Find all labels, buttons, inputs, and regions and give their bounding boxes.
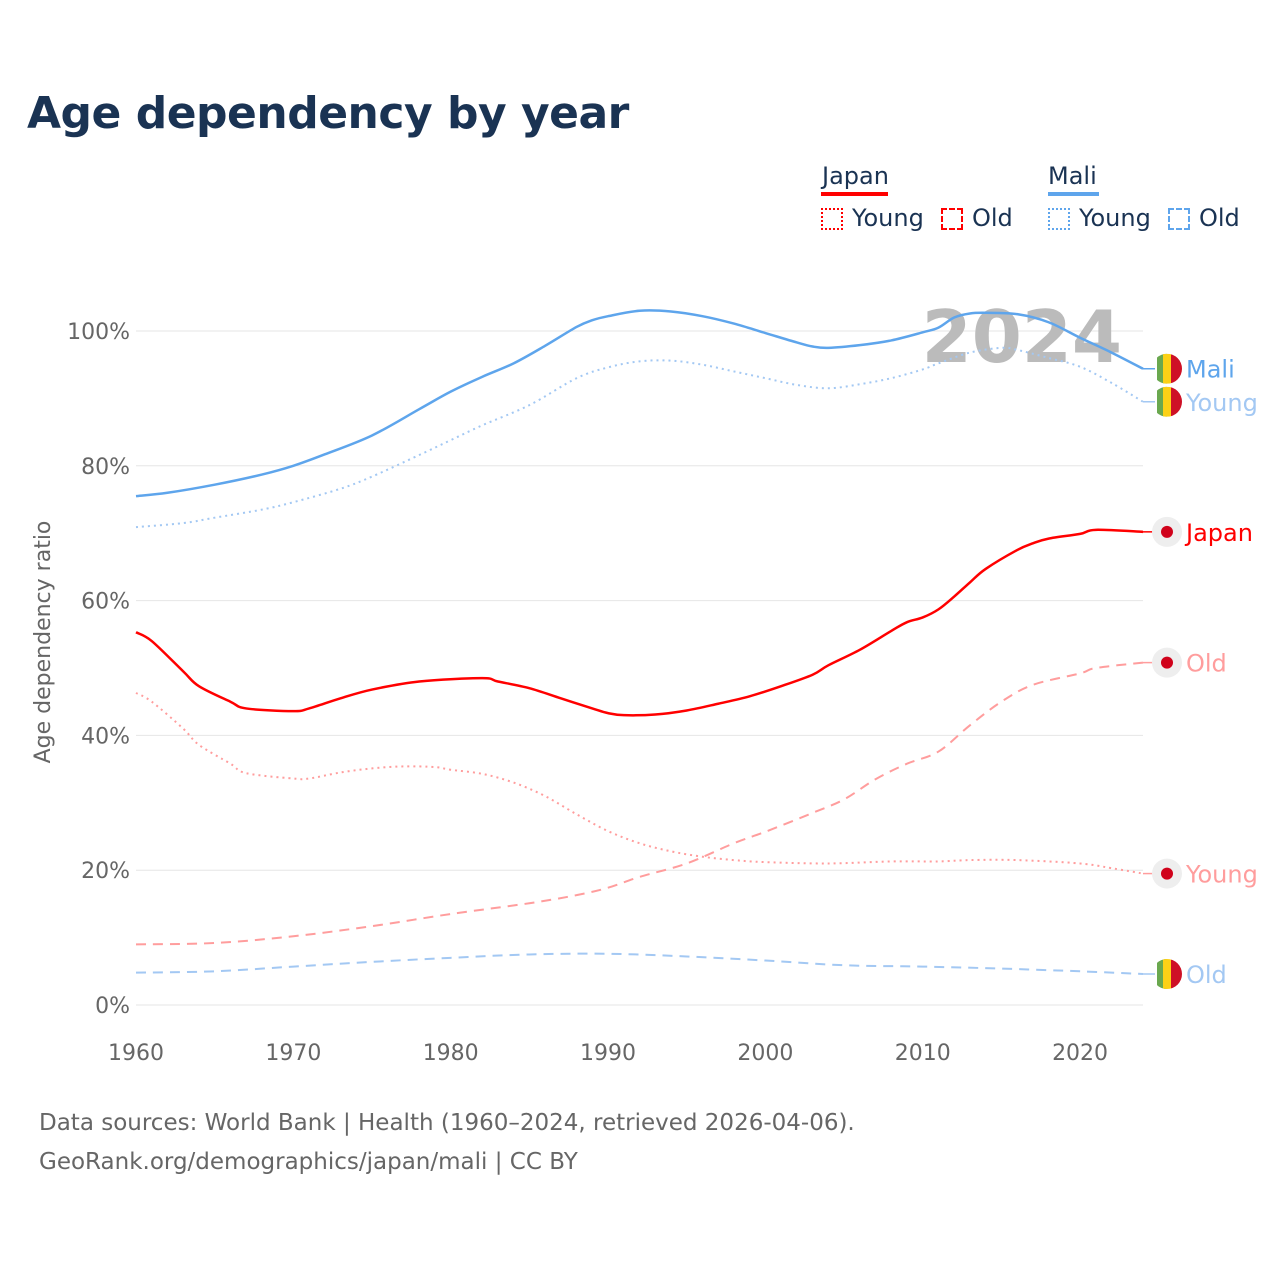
japan-flag-icon xyxy=(1161,525,1173,538)
legend-mali-young-swatch xyxy=(1048,208,1070,230)
legend-mali-young-label: Young xyxy=(1079,204,1151,232)
series-line-japan xyxy=(135,528,1144,717)
mali-flag-icon xyxy=(1171,353,1182,384)
x-tick-label: 2020 xyxy=(1052,1041,1108,1066)
y-tick-label: 60% xyxy=(81,590,130,615)
footer-url[interactable]: GeoRank.org/demographics/japan/mali | CC… xyxy=(39,1149,578,1175)
x-tick-label: 1970 xyxy=(265,1041,321,1066)
y-tick-label: 100% xyxy=(67,320,130,345)
mali-flag-icon xyxy=(1163,353,1171,384)
y-tick-label: 0% xyxy=(95,994,130,1019)
legend-japan-solid-swatch xyxy=(821,192,888,196)
legend-mali-solid-swatch xyxy=(1048,192,1099,196)
series-line-japan-old xyxy=(135,661,1144,946)
series-line-japan-young xyxy=(135,692,1144,875)
end-label-mali-young: Young xyxy=(1185,389,1258,417)
mali-flag-icon xyxy=(1157,958,1167,989)
legend-mali-title: Mali xyxy=(1048,162,1097,190)
y-tick-label: 20% xyxy=(81,859,130,884)
end-label-mali: Mali xyxy=(1186,356,1235,384)
footer-sources: Data sources: World Bank | Health (1960–… xyxy=(39,1110,855,1136)
x-tick-label: 2000 xyxy=(737,1041,793,1066)
mali-flag-icon xyxy=(1171,386,1182,417)
y-tick-label: 40% xyxy=(81,724,130,749)
end-label-mali-old: Old xyxy=(1186,961,1227,989)
x-tick-label: 1960 xyxy=(108,1041,164,1066)
legend-japan-young-swatch xyxy=(821,208,843,230)
legend-japan-title: Japan xyxy=(822,162,889,190)
legend-japan-young-label: Young xyxy=(852,204,924,232)
x-tick-label: 2010 xyxy=(895,1041,951,1066)
end-label-japan: Japan xyxy=(1184,519,1253,547)
chart-title: Age dependency by year xyxy=(27,88,629,139)
legend-japan-old-swatch xyxy=(941,208,963,230)
series-line-mali-old xyxy=(135,952,1144,975)
mali-flag-icon xyxy=(1163,958,1171,989)
mali-flag-icon xyxy=(1157,353,1167,384)
legend-mali-old-label: Old xyxy=(1199,204,1240,232)
x-tick-label: 1990 xyxy=(580,1041,636,1066)
series-line-mali xyxy=(135,309,1144,498)
japan-flag-icon xyxy=(1161,656,1173,669)
mali-flag-icon xyxy=(1157,386,1167,417)
end-label-japan-young: Young xyxy=(1185,861,1258,889)
legend-japan-old-label: Old xyxy=(972,204,1013,232)
y-tick-label: 80% xyxy=(81,455,130,480)
y-axis-label: Age dependency ratio xyxy=(31,521,56,764)
mali-flag-icon xyxy=(1163,386,1171,417)
mali-flag-icon xyxy=(1171,958,1182,989)
japan-flag-icon xyxy=(1161,867,1173,880)
year-watermark: 2024 xyxy=(922,295,1122,379)
end-label-japan-old: Old xyxy=(1186,650,1227,678)
x-tick-label: 1980 xyxy=(423,1041,479,1066)
legend-mali-old-swatch xyxy=(1168,208,1190,230)
